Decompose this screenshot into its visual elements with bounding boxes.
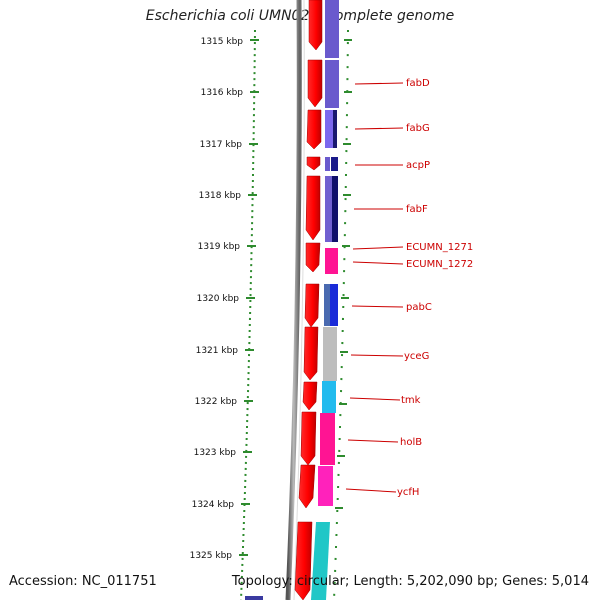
gene-label: yceG — [404, 351, 429, 362]
leader-line — [349, 397, 401, 401]
forward-cds — [304, 283, 320, 328]
genome-summary-text: Topology: circular; Length: 5,202,090 bp… — [231, 574, 589, 589]
right-guide-line — [333, 29, 349, 600]
cds-block — [318, 466, 333, 506]
cds-block — [332, 176, 338, 242]
tick-label: 1320 kbp — [197, 294, 240, 304]
forward-cds — [303, 326, 319, 381]
scale-line — [240, 29, 256, 600]
tick-label: 1322 kbp — [195, 397, 238, 407]
cds-block — [325, 110, 333, 148]
leader-line — [352, 246, 404, 250]
forward-cds — [307, 59, 323, 108]
leader-line — [345, 488, 397, 493]
forward-cds — [294, 521, 313, 600]
forward-cds — [306, 109, 322, 150]
forward-cds — [305, 242, 321, 273]
tick-label: 1319 kbp — [198, 242, 241, 252]
tick-label: 1315 kbp — [201, 37, 244, 47]
gene-label: ECUMN_1271 — [406, 242, 473, 253]
tick-label: 1316 kbp — [201, 88, 244, 98]
forward-cds — [302, 381, 318, 411]
tick-label: 1325 kbp — [190, 551, 233, 561]
leader-lines — [345, 82, 404, 493]
gene-label: holB — [400, 437, 422, 448]
cds-block — [325, 60, 339, 108]
forward-cds — [305, 175, 321, 241]
cds-block — [325, 157, 330, 171]
cds-block — [324, 284, 330, 326]
forward-cds — [308, 0, 323, 51]
cds-block — [331, 157, 338, 171]
cds-block — [325, 248, 338, 274]
cds-block — [311, 522, 330, 600]
cds-block — [323, 327, 337, 381]
right-dash-group — [335, 39, 352, 509]
leader-line — [351, 305, 404, 308]
leader-line — [354, 127, 404, 130]
leader-line — [350, 354, 404, 357]
forward-cds — [300, 411, 317, 466]
leader-line — [352, 261, 404, 265]
cds-block — [325, 0, 339, 58]
gene-label: fabG — [406, 123, 430, 134]
cds-block — [322, 381, 336, 413]
gene-label: ECUMN_1272 — [406, 259, 473, 270]
cds-block — [325, 176, 332, 242]
accession-text: Accession: NC_011751 — [9, 574, 157, 589]
tick-label: 1318 kbp — [199, 191, 242, 201]
forward-cds — [298, 464, 316, 509]
tick-label: 1321 kbp — [196, 346, 239, 356]
cds-block — [330, 284, 338, 326]
gene-labels: fabD fabG acpP fabF ECUMN_1271 ECUMN_127… — [397, 78, 473, 498]
leader-line — [354, 82, 404, 85]
cds-block — [245, 596, 263, 600]
tick-group: 1315 kbp 1316 kbp 1317 kbp 1318 kbp 1319… — [190, 37, 259, 561]
gene-label: acpP — [406, 160, 430, 171]
tick-label: 1317 kbp — [200, 140, 243, 150]
gene-label: ycfH — [397, 487, 419, 498]
reverse-cds-track — [311, 0, 339, 600]
gene-label: fabD — [406, 78, 430, 89]
leader-line — [347, 439, 399, 443]
backbone-ring — [285, 0, 302, 600]
backbone-inner — [293, 0, 305, 600]
cds-block — [333, 110, 337, 148]
tick-label: 1324 kbp — [192, 500, 235, 510]
tick-label: 1323 kbp — [194, 448, 237, 458]
forward-cds-track — [294, 0, 323, 600]
gene-label: pabC — [406, 302, 432, 313]
gene-label: tmk — [401, 395, 421, 406]
cds-block — [320, 413, 335, 465]
forward-cds — [306, 156, 321, 171]
gene-label: fabF — [406, 204, 428, 215]
